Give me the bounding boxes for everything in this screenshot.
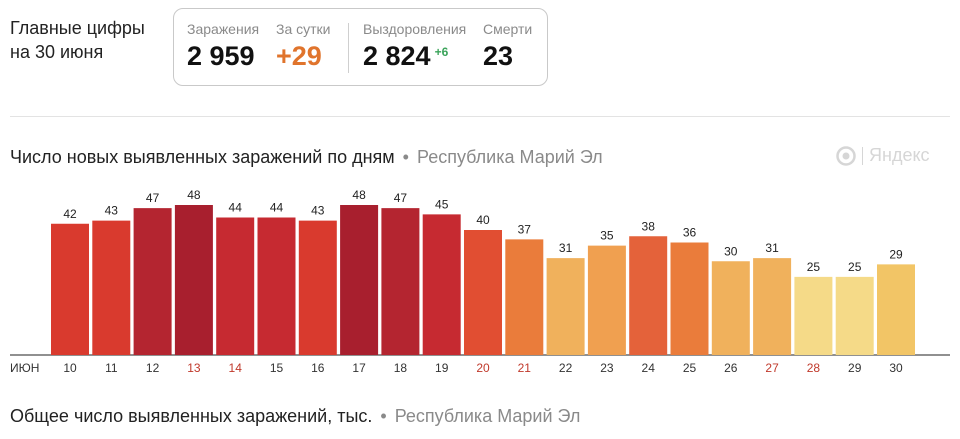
x-tick-label: 23 [600, 361, 614, 375]
stat-infections-label: Заражения [187, 21, 260, 37]
bar-value-label: 48 [352, 188, 366, 202]
bar-value-label: 43 [311, 204, 325, 218]
bar [340, 205, 379, 355]
yandex-eye-icon [836, 145, 856, 166]
cumulative-title-text: Общее число выявленных заражений, тыс. [10, 406, 373, 426]
bar-value-label: 31 [765, 241, 779, 255]
section-divider [10, 116, 950, 117]
chart-title-text: Число новых выявленных заражений по дням [10, 147, 395, 167]
x-tick-label: 17 [352, 361, 366, 375]
x-tick-label: 21 [518, 361, 532, 375]
bar [711, 261, 750, 355]
stats-divider [348, 23, 349, 73]
bar-value-label: 30 [724, 244, 738, 258]
bar-value-label: 35 [600, 229, 614, 243]
x-tick-label: 16 [311, 361, 325, 375]
x-tick-label: 29 [848, 361, 862, 375]
bar-value-label: 25 [807, 260, 821, 274]
stat-daily: За сутки +29 [276, 21, 331, 72]
bar-value-label: 40 [476, 213, 490, 227]
yandex-logo-text: Яндекс [869, 145, 930, 165]
bar [629, 236, 668, 355]
bar [587, 245, 626, 355]
page-title-date: на 30 июня [10, 42, 104, 62]
stat-infections-value: 2 959 [187, 41, 255, 71]
x-tick-label: 27 [765, 361, 779, 375]
x-tick-label: 28 [807, 361, 821, 375]
bar [753, 258, 792, 355]
bar [835, 276, 874, 355]
chart-region: Республика Марий Эл [416, 147, 603, 167]
bar-value-label: 44 [229, 201, 243, 215]
bar-value-label: 37 [518, 222, 532, 236]
bar-value-label: 36 [683, 226, 697, 240]
x-tick-label: 19 [435, 361, 449, 375]
stat-daily-value: +29 [276, 41, 322, 71]
chart-title: Число новых выявленных заражений по дням… [10, 147, 603, 168]
x-tick-label: 26 [724, 361, 738, 375]
bar [670, 242, 709, 355]
x-tick-label: 13 [187, 361, 201, 375]
bar [298, 220, 337, 355]
stat-recovered: Выздоровления 2 824 +6 [363, 21, 466, 72]
x-tick-label: 14 [229, 361, 243, 375]
x-tick-label: 30 [889, 361, 903, 375]
x-tick-label: 11 [105, 361, 118, 375]
chart-title-separator: • [402, 147, 409, 167]
bar [505, 239, 544, 355]
page-title: Главные цифры на 30 июня [10, 16, 170, 64]
stat-deaths-value: 23 [483, 41, 514, 71]
bar-value-label: 38 [642, 219, 656, 233]
bar-value-label: 29 [889, 247, 903, 261]
bar-value-label: 43 [105, 204, 119, 218]
bar-value-label: 25 [848, 260, 862, 274]
bar [546, 258, 585, 355]
stat-deaths-label: Смерти [483, 21, 533, 37]
x-tick-label: 25 [683, 361, 697, 375]
cumulative-title-separator: • [380, 406, 387, 426]
bar-value-label: 45 [435, 197, 449, 211]
x-tick-label: 22 [559, 361, 573, 375]
stat-recovered-label: Выздоровления [363, 21, 467, 37]
daily-infections-chart: ИЮН 42 10 43 11 47 12 48 13 44 14 44 15 43 16 48 17 47 18 4… [10, 188, 950, 375]
stat-infections: Заражения 2 959 [187, 21, 259, 72]
x-tick-label: 10 [63, 361, 77, 375]
bar [92, 220, 131, 355]
bar [133, 208, 172, 355]
stat-recovered-value-wrap: 2 824 +6 [363, 41, 466, 72]
bar-value-label: 44 [270, 201, 284, 215]
bar [422, 214, 461, 355]
bar [794, 276, 833, 355]
x-tick-label: 12 [146, 361, 160, 375]
stats-card: Заражения 2 959 За сутки +29 Выздоровлен… [173, 8, 548, 86]
x-tick-label: 18 [394, 361, 408, 375]
bar-value-label: 47 [394, 191, 408, 205]
x-axis-month-label: ИЮН [10, 361, 39, 375]
bar [381, 208, 420, 355]
bar [51, 223, 89, 355]
x-tick-label: 15 [270, 361, 284, 375]
cumulative-chart-title: Общее число выявленных заражений, тыс. • Р… [10, 406, 580, 427]
yandex-logo-divider [862, 146, 863, 165]
bar [257, 217, 296, 355]
bar [174, 205, 213, 355]
stat-recovered-value: 2 824 [363, 41, 431, 71]
stat-deaths: Смерти 23 [483, 21, 532, 72]
bar [216, 217, 255, 355]
x-tick-label: 20 [476, 361, 490, 375]
yandex-logo[interactable]: Яндекс [836, 145, 930, 166]
stat-recovered-delta: +6 [434, 45, 449, 59]
bar [877, 264, 915, 355]
x-tick-label: 24 [642, 361, 656, 375]
bar-value-label: 42 [63, 207, 77, 221]
bar-value-label: 31 [559, 241, 573, 255]
bar [464, 230, 502, 355]
cumulative-chart-region: Республика Марий Эл [394, 406, 581, 426]
page-title-line1: Главные цифры [10, 18, 145, 38]
bar-value-label: 48 [187, 188, 201, 202]
bar-value-label: 47 [146, 191, 160, 205]
stat-daily-label: За сутки [276, 21, 331, 37]
